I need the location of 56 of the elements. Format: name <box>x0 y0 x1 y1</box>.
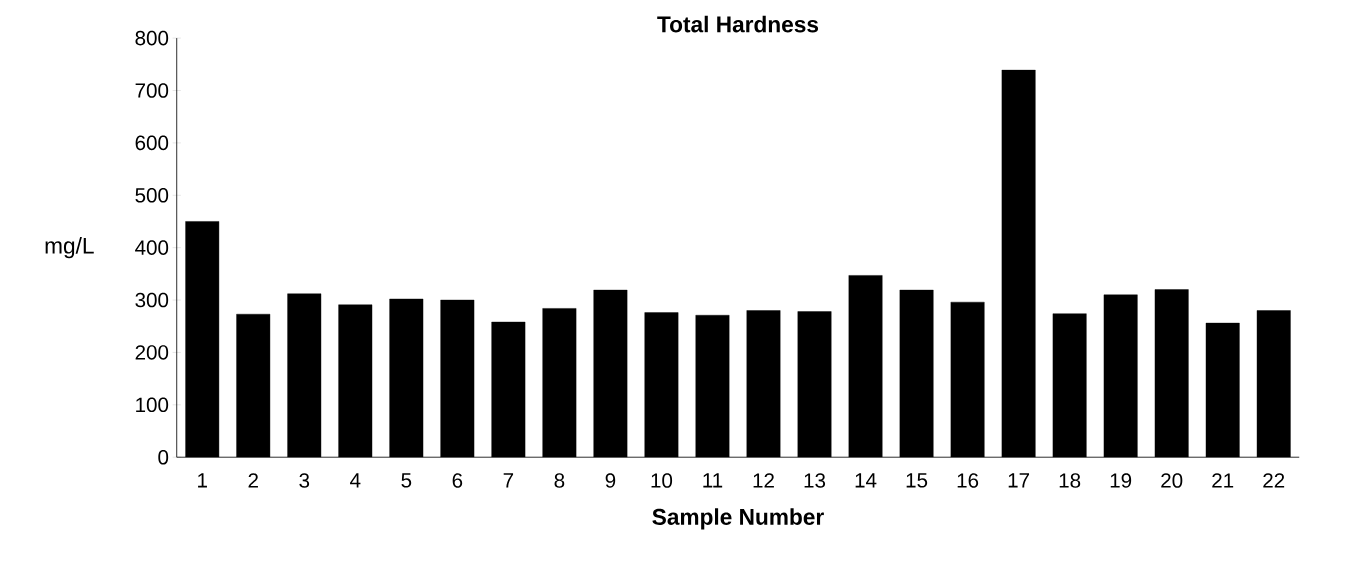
x-axis-title: Sample Number <box>652 508 824 530</box>
bar <box>848 275 883 458</box>
x-tick-label: 1 <box>198 473 207 488</box>
x-tick-label: 4 <box>350 473 361 488</box>
y-tick-label: 100 <box>136 397 169 413</box>
chart-title: Total Hardness <box>657 15 819 33</box>
y-tick-label: 700 <box>135 83 169 98</box>
x-tick-label: 20 <box>1161 473 1183 488</box>
x-tick-label: 14 <box>855 473 877 488</box>
bar <box>542 308 577 458</box>
bar <box>389 298 424 458</box>
x-tick-label: 22 <box>1263 473 1285 488</box>
bar <box>950 302 985 458</box>
bar <box>593 290 628 458</box>
bar <box>1052 313 1087 458</box>
x-tick-label: 5 <box>401 473 412 488</box>
x-tick-label: 10 <box>651 473 673 488</box>
bar <box>1103 294 1138 458</box>
y-tick-label: 300 <box>135 292 169 308</box>
x-tick-label: 9 <box>605 473 616 488</box>
x-tick-label: 13 <box>804 473 826 488</box>
bar <box>287 293 322 458</box>
y-axis-title: mg/L <box>45 237 94 259</box>
x-tick-label: 8 <box>554 473 565 488</box>
x-tick-label: 3 <box>299 473 310 488</box>
y-tick-label: 400 <box>135 240 169 256</box>
bar <box>1256 310 1291 458</box>
bar <box>338 304 373 458</box>
x-tick-label: 16 <box>957 473 979 488</box>
x-tick-label: 21 <box>1212 473 1234 488</box>
bar <box>1154 289 1189 458</box>
x-tick-label: 18 <box>1059 473 1081 488</box>
bar <box>746 310 781 458</box>
y-tick-label: 800 <box>135 30 169 46</box>
x-tick-label: 7 <box>503 473 514 488</box>
bar <box>1205 323 1240 458</box>
bar <box>797 311 832 458</box>
bar <box>491 322 526 458</box>
bar <box>695 315 730 458</box>
bar <box>440 300 475 458</box>
bar <box>899 290 934 458</box>
bar <box>236 314 271 458</box>
x-tick-label: 2 <box>248 473 258 488</box>
x-tick-label: 15 <box>906 473 928 488</box>
y-tick-label: 500 <box>135 188 169 203</box>
bar <box>1001 70 1036 458</box>
y-tick-label: 200 <box>135 345 169 360</box>
bar <box>185 221 220 458</box>
x-tick-label: 11 <box>703 473 723 488</box>
x-tick-label: 17 <box>1008 473 1030 488</box>
y-tick-label: 600 <box>135 135 169 151</box>
x-tick-label: 19 <box>1110 473 1132 488</box>
bar <box>644 312 679 458</box>
x-tick-label: 12 <box>753 473 774 488</box>
y-tick-label: 0 <box>158 450 169 465</box>
x-tick-label: 6 <box>452 473 463 488</box>
